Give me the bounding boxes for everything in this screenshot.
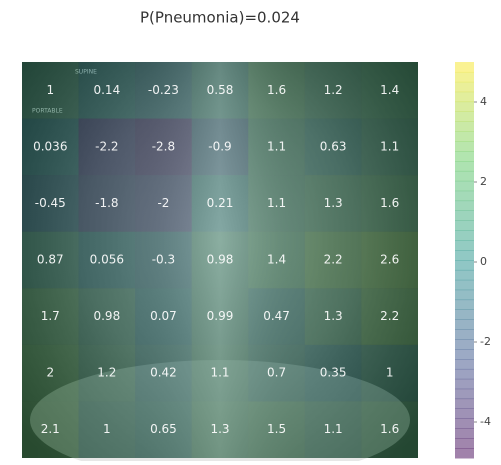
colorbar-segment <box>455 359 474 369</box>
cell-label: 1.6 <box>267 83 286 97</box>
cell-label: -0.9 <box>208 139 231 153</box>
chart-title: P(Pneumonia)=0.024 <box>140 9 300 27</box>
cell-label: 0.7 <box>267 366 286 380</box>
cell-label: 0.65 <box>150 422 177 436</box>
colorbar-segment <box>455 191 474 201</box>
cell-label: -2 <box>157 196 169 210</box>
cell-label: 0.47 <box>263 309 290 323</box>
cell-label: 0.98 <box>93 309 120 323</box>
cell-label: 0.58 <box>207 83 234 97</box>
colorbar-segment <box>455 310 474 320</box>
cell-label: 0.07 <box>150 309 177 323</box>
colorbar-segment <box>455 290 474 300</box>
cell-label: 0.63 <box>320 139 347 153</box>
colorbar-segment <box>455 409 474 419</box>
colorbar-segment <box>455 300 474 310</box>
colorbar-segment <box>455 211 474 221</box>
cell-label: 0.99 <box>207 309 234 323</box>
colorbar-tick-label: -4 <box>480 415 491 428</box>
cell-label: 0.87 <box>37 253 64 267</box>
colorbar-segment <box>455 112 474 122</box>
colorbar-segment <box>455 428 474 438</box>
colorbar-segment <box>455 161 474 171</box>
colorbar-segment <box>455 319 474 329</box>
cell-label: 1.5 <box>267 422 286 436</box>
colorbar-segment <box>455 389 474 399</box>
colorbar-segment <box>455 379 474 389</box>
cell-label: 0.35 <box>320 366 347 380</box>
colorbar-segment <box>455 339 474 349</box>
colorbar-segment <box>455 102 474 112</box>
colorbar-tick-label: -2 <box>480 335 491 348</box>
cell-label: 1.7 <box>41 309 60 323</box>
colorbar-tick-label: 0 <box>480 255 487 268</box>
cell-label: 1 <box>103 422 111 436</box>
cell-label: 0.14 <box>93 83 120 97</box>
cell-label: 2.2 <box>324 253 343 267</box>
colorbar-segment <box>455 349 474 359</box>
cell-label: 1.4 <box>267 253 286 267</box>
cell-label: 1.2 <box>97 366 116 380</box>
cell-label: -0.3 <box>152 253 175 267</box>
cell-label: 1.1 <box>380 139 399 153</box>
colorbar-segment <box>455 250 474 260</box>
cell-label: 1.3 <box>324 196 343 210</box>
colorbar-segment <box>455 418 474 428</box>
colorbar-segment <box>455 62 474 72</box>
colorbar-segment <box>455 280 474 290</box>
colorbar-segment <box>455 141 474 151</box>
colorbar-tick-label: 2 <box>480 175 487 188</box>
cell-label: 0.42 <box>150 366 177 380</box>
colorbar-segment <box>455 151 474 161</box>
colorbar-segment <box>455 72 474 82</box>
cell-label: 1.2 <box>324 83 343 97</box>
colorbar-segment <box>455 201 474 211</box>
colorbar-segment <box>455 181 474 191</box>
colorbar-segment <box>455 220 474 230</box>
colorbar-segment <box>455 369 474 379</box>
cell-label: 1.1 <box>267 139 286 153</box>
cell-label: -2.8 <box>152 139 175 153</box>
cell-label: -0.23 <box>148 83 179 97</box>
cell-label: 2.2 <box>380 309 399 323</box>
cell-label: 1 <box>386 366 394 380</box>
cell-label: -0.45 <box>35 196 66 210</box>
cell-label: 1 <box>46 83 54 97</box>
colorbar-segment <box>455 240 474 250</box>
cell-label: -2.2 <box>95 139 118 153</box>
cell-label: 1.1 <box>324 422 343 436</box>
colorbar-segment <box>455 448 474 458</box>
cell-label: 0.98 <box>207 253 234 267</box>
cell-label: 0.056 <box>90 253 124 267</box>
cell-label: 0.036 <box>33 139 67 153</box>
cell-label: 1.1 <box>210 366 229 380</box>
cell-label: 1.1 <box>267 196 286 210</box>
cell-label: 1.6 <box>380 422 399 436</box>
colorbar-segment <box>455 171 474 181</box>
cell-label: 1.4 <box>380 83 399 97</box>
colorbar-segment <box>455 92 474 102</box>
colorbar-tick-label: 4 <box>480 95 487 108</box>
cell-label: -1.8 <box>95 196 118 210</box>
colorbar-segment <box>455 131 474 141</box>
colorbar-segment <box>455 121 474 131</box>
cell-label: 2.1 <box>41 422 60 436</box>
colorbar-segment <box>455 230 474 240</box>
cell-label: 1.3 <box>210 422 229 436</box>
chart: P(Pneumonia)=0.024 SUPINE PORTABLE 10.14… <box>0 0 501 461</box>
colorbar-segment <box>455 82 474 92</box>
cell-label: 1.6 <box>380 196 399 210</box>
cell-label: 2 <box>46 366 54 380</box>
colorbar-segment <box>455 270 474 280</box>
cell-label: 1.3 <box>324 309 343 323</box>
colorbar-segment <box>455 438 474 448</box>
page: {"chart_data": {"type": "heatmap", "titl… <box>0 0 501 461</box>
cell-label: 0.21 <box>207 196 234 210</box>
colorbar-segment <box>455 260 474 270</box>
colorbar-segment <box>455 329 474 339</box>
colorbar-segment <box>455 399 474 409</box>
cell-label: 2.6 <box>380 253 399 267</box>
